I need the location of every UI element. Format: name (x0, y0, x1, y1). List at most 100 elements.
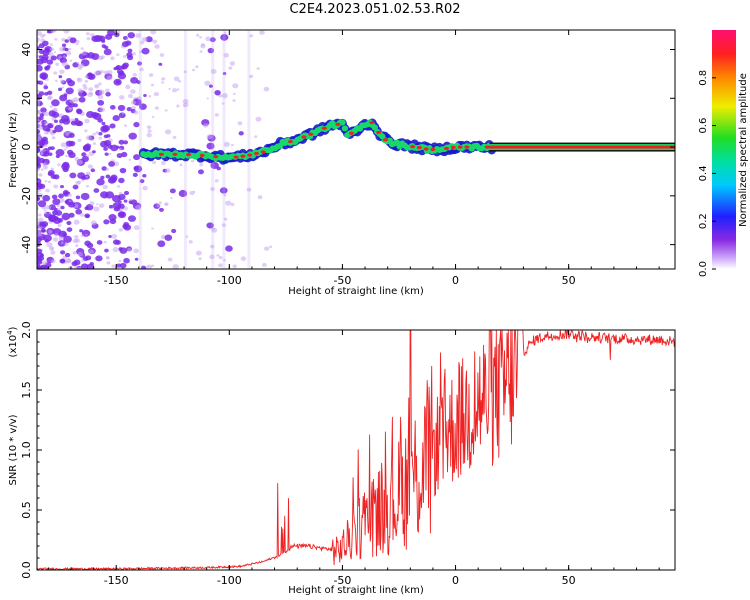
spectral-noise-point (52, 237, 59, 242)
spectral-noise-point (158, 201, 162, 204)
spectral-noise-point (164, 129, 172, 135)
spectral-noise-point (61, 61, 68, 67)
spectral-noise-point (59, 46, 65, 52)
spectral-noise-point (172, 135, 177, 139)
ridge-peak (253, 151, 259, 156)
spectral-noise-point (103, 48, 112, 56)
spectral-noise-point (111, 194, 121, 203)
spectral-noise-point (130, 100, 137, 105)
colorbar-tick-label: 0.4 (698, 165, 709, 181)
spectral-noise-point (49, 216, 55, 222)
spectral-noise-point (92, 150, 96, 154)
spectral-noise-point (229, 61, 235, 66)
ridge-peak (260, 150, 266, 154)
spectrogram-xlabel: Height of straight line (km) (288, 286, 424, 297)
spectral-noise-point (109, 218, 117, 225)
spectral-noise-point (153, 91, 159, 97)
spectral-noise-point (225, 245, 233, 252)
snr-xtick-label: -50 (333, 574, 351, 587)
ridge-peak (464, 145, 470, 149)
spectral-noise-point (38, 55, 43, 59)
colorbar-tick-label: 0.2 (698, 213, 709, 229)
spectral-noise-point (211, 227, 218, 233)
ridge-peak (382, 138, 388, 142)
spectral-noise-point (44, 212, 48, 215)
spectral-noise-point (109, 123, 116, 129)
spectral-noise-point (113, 206, 121, 212)
spectral-noise-point (138, 103, 147, 110)
spectral-noise-point (246, 187, 252, 192)
spectral-noise-point (223, 31, 227, 34)
ridge-peak (430, 147, 436, 152)
spectral-noise-point (135, 205, 142, 211)
spectral-noise-point (118, 211, 125, 217)
spectral-noise-point (80, 258, 85, 262)
spectral-noise-point (105, 256, 110, 260)
ridge-peak (423, 147, 429, 151)
spectral-noise-point (61, 212, 71, 221)
spectral-noise-point (67, 265, 74, 269)
spectral-noise-point (37, 221, 40, 226)
spectral-noise-point (46, 242, 53, 248)
spectral-noise-point (37, 89, 40, 93)
spectral-noise-point (210, 186, 215, 192)
spectral-noise-point (230, 202, 235, 207)
spectral-noise-point (176, 104, 180, 108)
spectral-noise-point (207, 47, 215, 54)
spectral-noise-point (66, 220, 72, 226)
spectral-noise-point (232, 264, 237, 269)
ridge-cell (339, 119, 346, 126)
spectral-noise-point (219, 187, 228, 194)
spectral-noise-point (75, 209, 83, 215)
spectral-noise-point (66, 227, 73, 232)
spectral-noise-point (210, 161, 219, 170)
chart-title: C2E4.2023.051.02.53.R02 (289, 2, 461, 17)
spectral-noise-point (98, 132, 103, 136)
spectral-noise-point (58, 75, 63, 79)
spectral-noise-point (73, 219, 80, 225)
spectral-noise-point (38, 115, 44, 121)
spectral-noise-point (52, 228, 62, 236)
spectral-noise-point (77, 88, 84, 94)
spectral-noise-point (77, 138, 82, 142)
spectral-noise-point (40, 152, 44, 156)
spectral-noise-point (50, 174, 57, 179)
spectral-noise-point (127, 247, 132, 252)
spectral-noise-point (214, 89, 221, 96)
spectral-noise-point (95, 131, 100, 135)
spectral-noise-point (93, 35, 103, 42)
spectral-noise-point (105, 174, 111, 179)
snr-multiplier-base: (x10 (8, 335, 19, 358)
spectral-noise-point (64, 47, 69, 52)
spectral-noise-point (223, 259, 226, 262)
spectral-noise-point (191, 68, 196, 72)
spectral-noise-point (216, 254, 220, 257)
spectral-noise-point (131, 52, 136, 56)
spectral-noise-point (86, 37, 91, 41)
spectral-noise-point (249, 34, 254, 38)
snr-xtick-label: -150 (104, 574, 129, 587)
spectral-noise-point (133, 110, 139, 115)
spectral-noise-point (206, 134, 213, 140)
snr-xlabel: Height of straight line (km) (288, 585, 424, 596)
spectral-noise-point (188, 240, 193, 244)
snr-xtick-label: 50 (562, 574, 576, 587)
spectral-noise-point (60, 205, 65, 210)
spectral-noise-point (57, 163, 61, 167)
spectral-noise-point (133, 121, 140, 128)
spectrogram-heatmap (37, 30, 675, 269)
spectral-noise-point (158, 62, 163, 66)
spectral-noise-point (151, 227, 154, 230)
spectral-noise-point (79, 229, 84, 233)
spectral-noise-point (125, 84, 131, 90)
spectral-noise-point (120, 65, 126, 70)
spectral-noise-point (164, 109, 168, 112)
spectral-noise-point (130, 106, 136, 111)
spectral-noise-point (146, 125, 152, 130)
spectral-noise-point (216, 166, 221, 171)
spectral-noise-point (106, 134, 111, 138)
spectral-noise-point (118, 139, 125, 145)
spectral-noise-point (117, 72, 127, 80)
spectral-noise-point (80, 263, 89, 269)
spectral-noise-point (102, 184, 108, 190)
